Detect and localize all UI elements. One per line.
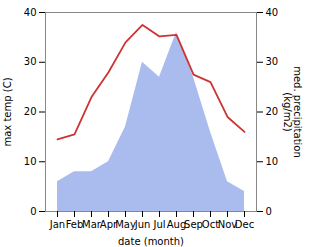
svg-text:Dec: Dec [235, 219, 254, 230]
svg-text:Apr: Apr [99, 218, 118, 230]
svg-text:May: May [115, 219, 136, 230]
svg-text:10: 10 [24, 156, 37, 167]
svg-text:Nov: Nov [217, 218, 238, 230]
svg-text:Sep: Sep [184, 219, 203, 230]
svg-text:30: 30 [266, 56, 279, 67]
svg-text:40: 40 [24, 7, 37, 18]
svg-text:30: 30 [24, 56, 37, 67]
svg-text:Aug: Aug [166, 218, 187, 230]
svg-text:max temp (C): max temp (C) [2, 77, 13, 146]
svg-text:Jan: Jan [49, 219, 65, 230]
svg-text:20: 20 [266, 106, 279, 117]
svg-text:Jun: Jun [134, 219, 151, 230]
svg-text:Feb: Feb [66, 219, 84, 230]
svg-text:date (month): date (month) [118, 236, 184, 247]
svg-text:40: 40 [266, 7, 279, 18]
svg-text:0: 0 [266, 206, 272, 217]
svg-text:0: 0 [30, 206, 36, 217]
svg-text:Jul: Jul [152, 219, 165, 230]
svg-text:20: 20 [24, 106, 37, 117]
svg-text:Oct: Oct [202, 219, 219, 230]
svg-text:10: 10 [266, 156, 279, 167]
svg-text:Mar: Mar [82, 219, 102, 230]
svg-text:med. precipitation(kg/m2): med. precipitation(kg/m2) [282, 66, 303, 158]
